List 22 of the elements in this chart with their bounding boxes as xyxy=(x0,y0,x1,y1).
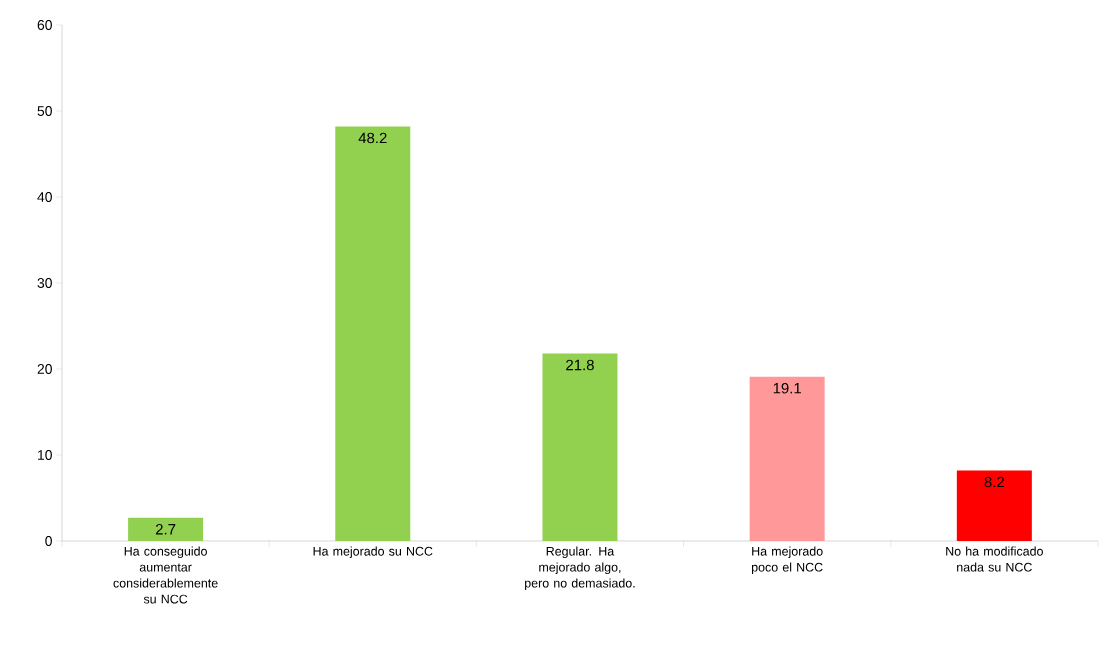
y-tick-label: 10 xyxy=(38,450,52,460)
data-label: 8.2 xyxy=(984,476,1004,488)
bar xyxy=(128,517,204,541)
y-tick-label: 30 xyxy=(37,278,52,288)
data-label: 48.2 xyxy=(358,132,387,144)
y-tick-label: 0 xyxy=(45,536,52,546)
y-tick-label: 50 xyxy=(37,106,52,116)
x-tick-label: No ha modificado nada su NCC xyxy=(946,546,1043,572)
x-tick-label: Ha conseguido aumentar considerablemente su NCC xyxy=(113,546,218,604)
y-tick-label: 60 xyxy=(37,20,52,30)
data-label: 21.8 xyxy=(566,359,594,371)
y-tick-label: 40 xyxy=(37,192,52,202)
bar xyxy=(335,126,411,541)
bar xyxy=(542,353,618,541)
bar xyxy=(956,470,1032,541)
y-tick-label: 20 xyxy=(37,364,52,374)
x-tick-label: Ha mejorado su NCC xyxy=(313,546,433,559)
data-label: 2.7 xyxy=(155,523,176,535)
x-tick-label: Regular. Ha mejorado algo, pero no demasiado. xyxy=(525,546,635,590)
bar xyxy=(749,376,825,541)
x-tick-label: Ha mejorado poco el NCC xyxy=(751,546,823,575)
data-label: 19.1 xyxy=(773,382,801,394)
